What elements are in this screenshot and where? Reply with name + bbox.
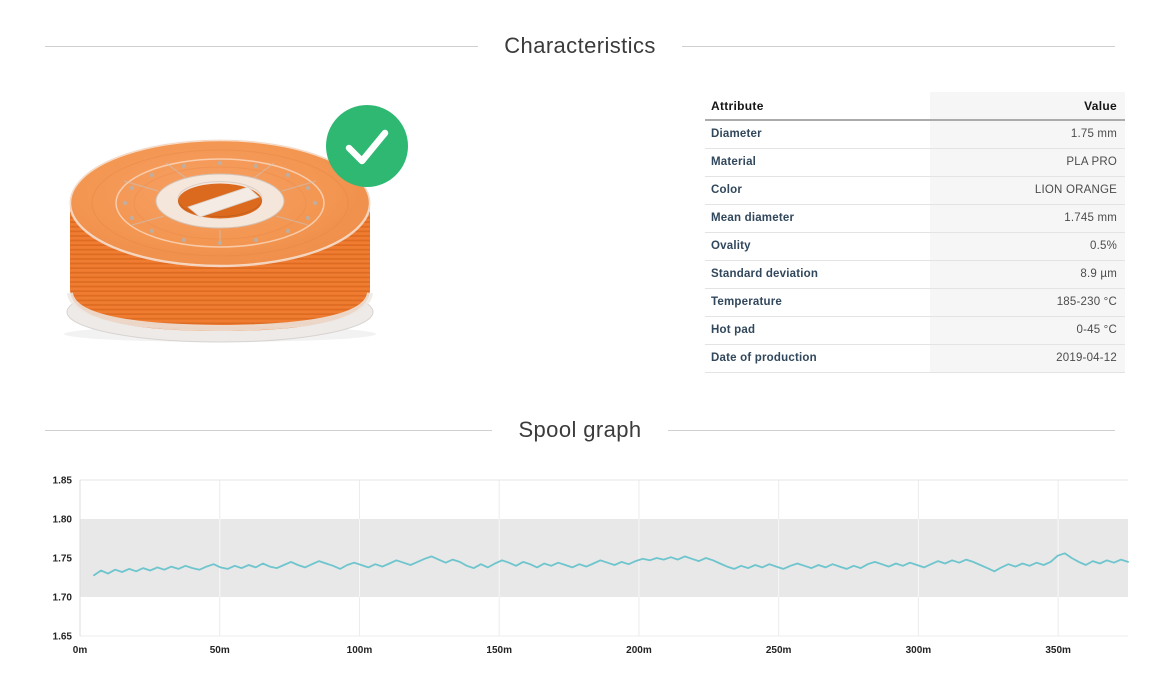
attribute-cell: Material [705, 148, 930, 177]
svg-text:0m: 0m [73, 645, 88, 656]
table-row: Color LION ORANGE [705, 176, 1125, 205]
value-cell: 185-230 °C [930, 288, 1125, 317]
table-header-row: Attribute Value [705, 92, 1125, 121]
value-column-header: Value [930, 92, 1125, 121]
value-cell: 2019-04-12 [930, 344, 1125, 373]
chart-y-labels: 1.65 1.70 1.75 1.80 1.85 [53, 476, 73, 643]
table-row: Date of production 2019-04-12 [705, 344, 1125, 373]
divider-line [681, 45, 1116, 47]
attribute-column-header: Attribute [705, 92, 930, 121]
attribute-cell: Date of production [705, 344, 930, 373]
table-row: Temperature 185-230 °C [705, 288, 1125, 317]
spool-chart: 1.65 1.70 1.75 1.80 1.85 0m 50m 100m 150m 200m 25… [53, 476, 1129, 656]
svg-text:1.70: 1.70 [53, 593, 73, 604]
svg-text:350m: 350m [1045, 645, 1071, 656]
divider-line [45, 45, 479, 47]
characteristics-title: Characteristics [504, 33, 656, 58]
attribute-cell: Color [705, 176, 930, 205]
flange-rivets [122, 160, 318, 246]
table-row: Hot pad 0-45 °C [705, 316, 1125, 345]
attribute-cell: Ovality [705, 232, 930, 261]
value-cell: PLA PRO [930, 148, 1125, 177]
spool-graph-title: Spool graph [518, 417, 642, 442]
check-icon [345, 129, 389, 165]
value-cell: LION ORANGE [930, 176, 1125, 205]
value-cell: 0-45 °C [930, 316, 1125, 345]
attribute-cell: Mean diameter [705, 204, 930, 233]
spool-graph-divider: Spool graph [45, 417, 1115, 443]
svg-text:1.75: 1.75 [53, 554, 73, 565]
value-cell: 8.9 µm [930, 260, 1125, 289]
table-row: Mean diameter 1.745 mm [705, 204, 1125, 233]
svg-text:300m: 300m [906, 645, 932, 656]
svg-text:1.65: 1.65 [53, 632, 73, 643]
table-row: Diameter 1.75 mm [705, 120, 1125, 149]
verified-badge [326, 105, 408, 187]
characteristics-table: Attribute Value Diameter 1.75 mm Material… [705, 92, 1125, 373]
table-row: Material PLA PRO [705, 148, 1125, 177]
table-row: Ovality 0.5% [705, 232, 1125, 261]
divider-line [667, 429, 1115, 431]
svg-text:150m: 150m [486, 645, 512, 656]
svg-text:1.80: 1.80 [53, 515, 73, 526]
chart-gridlines-over [79, 519, 1059, 597]
chart-band [80, 519, 1128, 597]
attribute-cell: Temperature [705, 288, 930, 317]
svg-text:1.85: 1.85 [53, 476, 73, 487]
svg-text:250m: 250m [766, 645, 792, 656]
chart-frame [79, 479, 1128, 637]
svg-text:100m: 100m [347, 645, 373, 656]
product-photo [40, 85, 420, 345]
svg-text:200m: 200m [626, 645, 652, 656]
divider-line [45, 429, 493, 431]
attribute-cell: Hot pad [705, 316, 930, 345]
table-row: Standard deviation 8.9 µm [705, 260, 1125, 289]
chart-line [93, 552, 1129, 577]
value-cell: 1.75 mm [930, 120, 1125, 149]
attribute-cell: Diameter [705, 120, 930, 149]
value-cell: 1.745 mm [930, 204, 1125, 233]
attribute-cell: Standard deviation [705, 260, 930, 289]
spool-graph-chart: 1.65 1.70 1.75 1.80 1.85 0m 50m 100m 150m 200m 25… [0, 462, 1159, 672]
characteristics-divider: Characteristics [45, 33, 1116, 59]
value-cell: 0.5% [930, 232, 1125, 261]
chart-x-labels: 0m 50m 100m 150m 200m 250m 300m 350m [73, 645, 1071, 656]
filament-spool-image [64, 138, 376, 343]
svg-text:50m: 50m [210, 645, 230, 656]
